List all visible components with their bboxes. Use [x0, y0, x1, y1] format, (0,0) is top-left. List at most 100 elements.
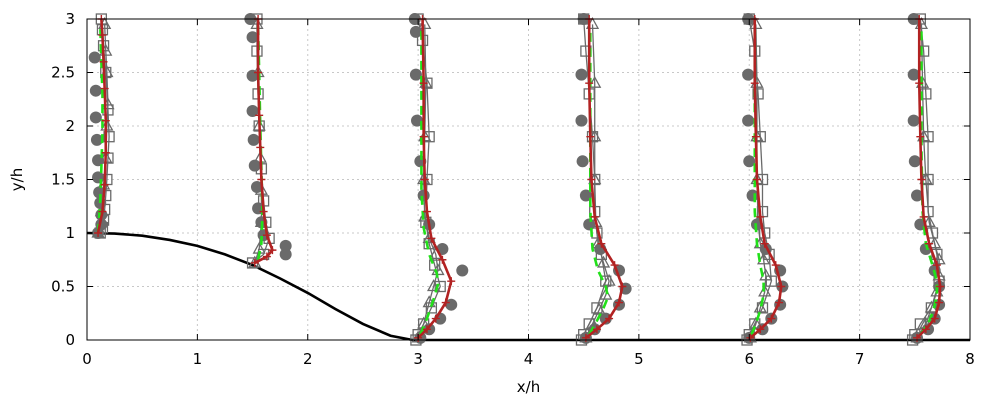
x-tick-label: 2: [303, 350, 313, 368]
plus-marker: [916, 132, 925, 141]
plus-marker: [592, 325, 601, 334]
plus-marker: [99, 57, 108, 66]
hill-wall: [86, 231, 970, 342]
x-tick-label: 5: [634, 350, 644, 368]
plus-marker: [771, 261, 780, 270]
plus-marker: [101, 116, 110, 125]
square-marker: [434, 280, 446, 293]
plus-marker: [431, 314, 440, 323]
plus-marker: [581, 333, 590, 342]
x-tick-label: 8: [965, 350, 975, 368]
circle-marker: [417, 189, 430, 202]
plus-marker: [259, 207, 268, 216]
plus-marker: [422, 325, 431, 334]
x-tick-label: 1: [193, 350, 203, 368]
plus-marker: [447, 277, 456, 286]
plus-marker: [751, 132, 760, 141]
plus-marker: [262, 252, 271, 261]
circle-marker: [575, 68, 588, 81]
plus-marker: [98, 207, 107, 216]
triangle-marker: [928, 236, 942, 249]
plus-marker: [438, 255, 447, 264]
y-tick-label: 2.5: [51, 64, 75, 82]
plus-marker: [605, 314, 614, 323]
plus-marker: [419, 79, 428, 88]
circle-marker: [743, 155, 756, 168]
plus-marker: [925, 239, 934, 248]
circle-marker: [456, 264, 469, 277]
plus-marker: [756, 212, 765, 221]
plus-marker: [930, 314, 939, 323]
plus-marker: [610, 261, 619, 270]
series-line: [916, 19, 942, 339]
x-tick-label: 4: [524, 350, 534, 368]
plus-marker: [427, 234, 436, 243]
circle-marker: [92, 171, 105, 184]
plus-marker: [936, 282, 945, 291]
series-line: [585, 19, 624, 339]
plus-marker: [585, 79, 594, 88]
circle-marker: [89, 84, 102, 97]
triangle-marker: [922, 214, 936, 227]
y-tick-label: 0.5: [51, 278, 75, 296]
triangle-marker: [749, 316, 763, 329]
plus-marker: [590, 212, 599, 221]
plus-marker: [100, 180, 109, 189]
series-line: [254, 19, 274, 265]
triangle-marker: [599, 287, 613, 300]
series-red-plus-solid: [94, 15, 945, 342]
plus-marker: [419, 132, 428, 141]
triangle-marker: [588, 129, 602, 142]
circle-marker: [246, 105, 259, 118]
circle-marker: [279, 248, 292, 261]
plus-marker: [262, 231, 271, 240]
triangle-marker: [753, 300, 767, 313]
grid-lines: [87, 19, 970, 340]
hill-curve: [86, 231, 970, 342]
series-line: [749, 19, 783, 339]
square-marker: [752, 88, 764, 100]
circle-marker: [279, 239, 292, 252]
plus-marker: [935, 298, 944, 307]
circle-marker: [93, 186, 106, 199]
plus-marker: [101, 148, 110, 157]
plus-marker: [597, 239, 606, 248]
circle-marker: [409, 68, 422, 81]
plus-marker: [268, 246, 277, 255]
x-tick-label: 0: [82, 350, 92, 368]
plus-marker: [919, 212, 928, 221]
circle-marker: [742, 68, 755, 81]
circle-marker: [907, 68, 920, 81]
plus-marker: [618, 282, 627, 291]
circle-marker: [907, 114, 920, 127]
series-line: [417, 18, 453, 339]
plus-marker: [615, 298, 624, 307]
triangle-marker: [602, 273, 616, 286]
circle-marker: [575, 114, 588, 127]
circle-marker: [250, 180, 263, 193]
circle-marker: [445, 298, 458, 311]
circle-marker: [576, 155, 589, 168]
series-open-triangle: [91, 17, 946, 343]
plus-marker: [917, 175, 926, 184]
plus-marker: [441, 298, 450, 307]
plus-marker: [750, 79, 759, 88]
triangle-marker: [417, 172, 431, 185]
plus-marker: [913, 333, 922, 342]
x-tick-label: 6: [744, 350, 754, 368]
circle-marker: [246, 69, 259, 82]
y-tick-label: 3: [65, 10, 75, 28]
plus-marker: [256, 143, 265, 152]
triangle-marker: [756, 252, 771, 265]
y-tick-label: 1: [65, 224, 75, 242]
triangle-marker: [596, 255, 611, 268]
x-tick-label: 7: [855, 350, 865, 368]
plus-marker: [760, 239, 769, 248]
plus-marker: [94, 229, 103, 237]
x-tick-label: 3: [413, 350, 423, 368]
circle-marker: [911, 189, 924, 202]
y-tick-label: 0: [65, 331, 75, 349]
plus-marker: [775, 298, 784, 307]
circle-marker: [409, 25, 422, 38]
